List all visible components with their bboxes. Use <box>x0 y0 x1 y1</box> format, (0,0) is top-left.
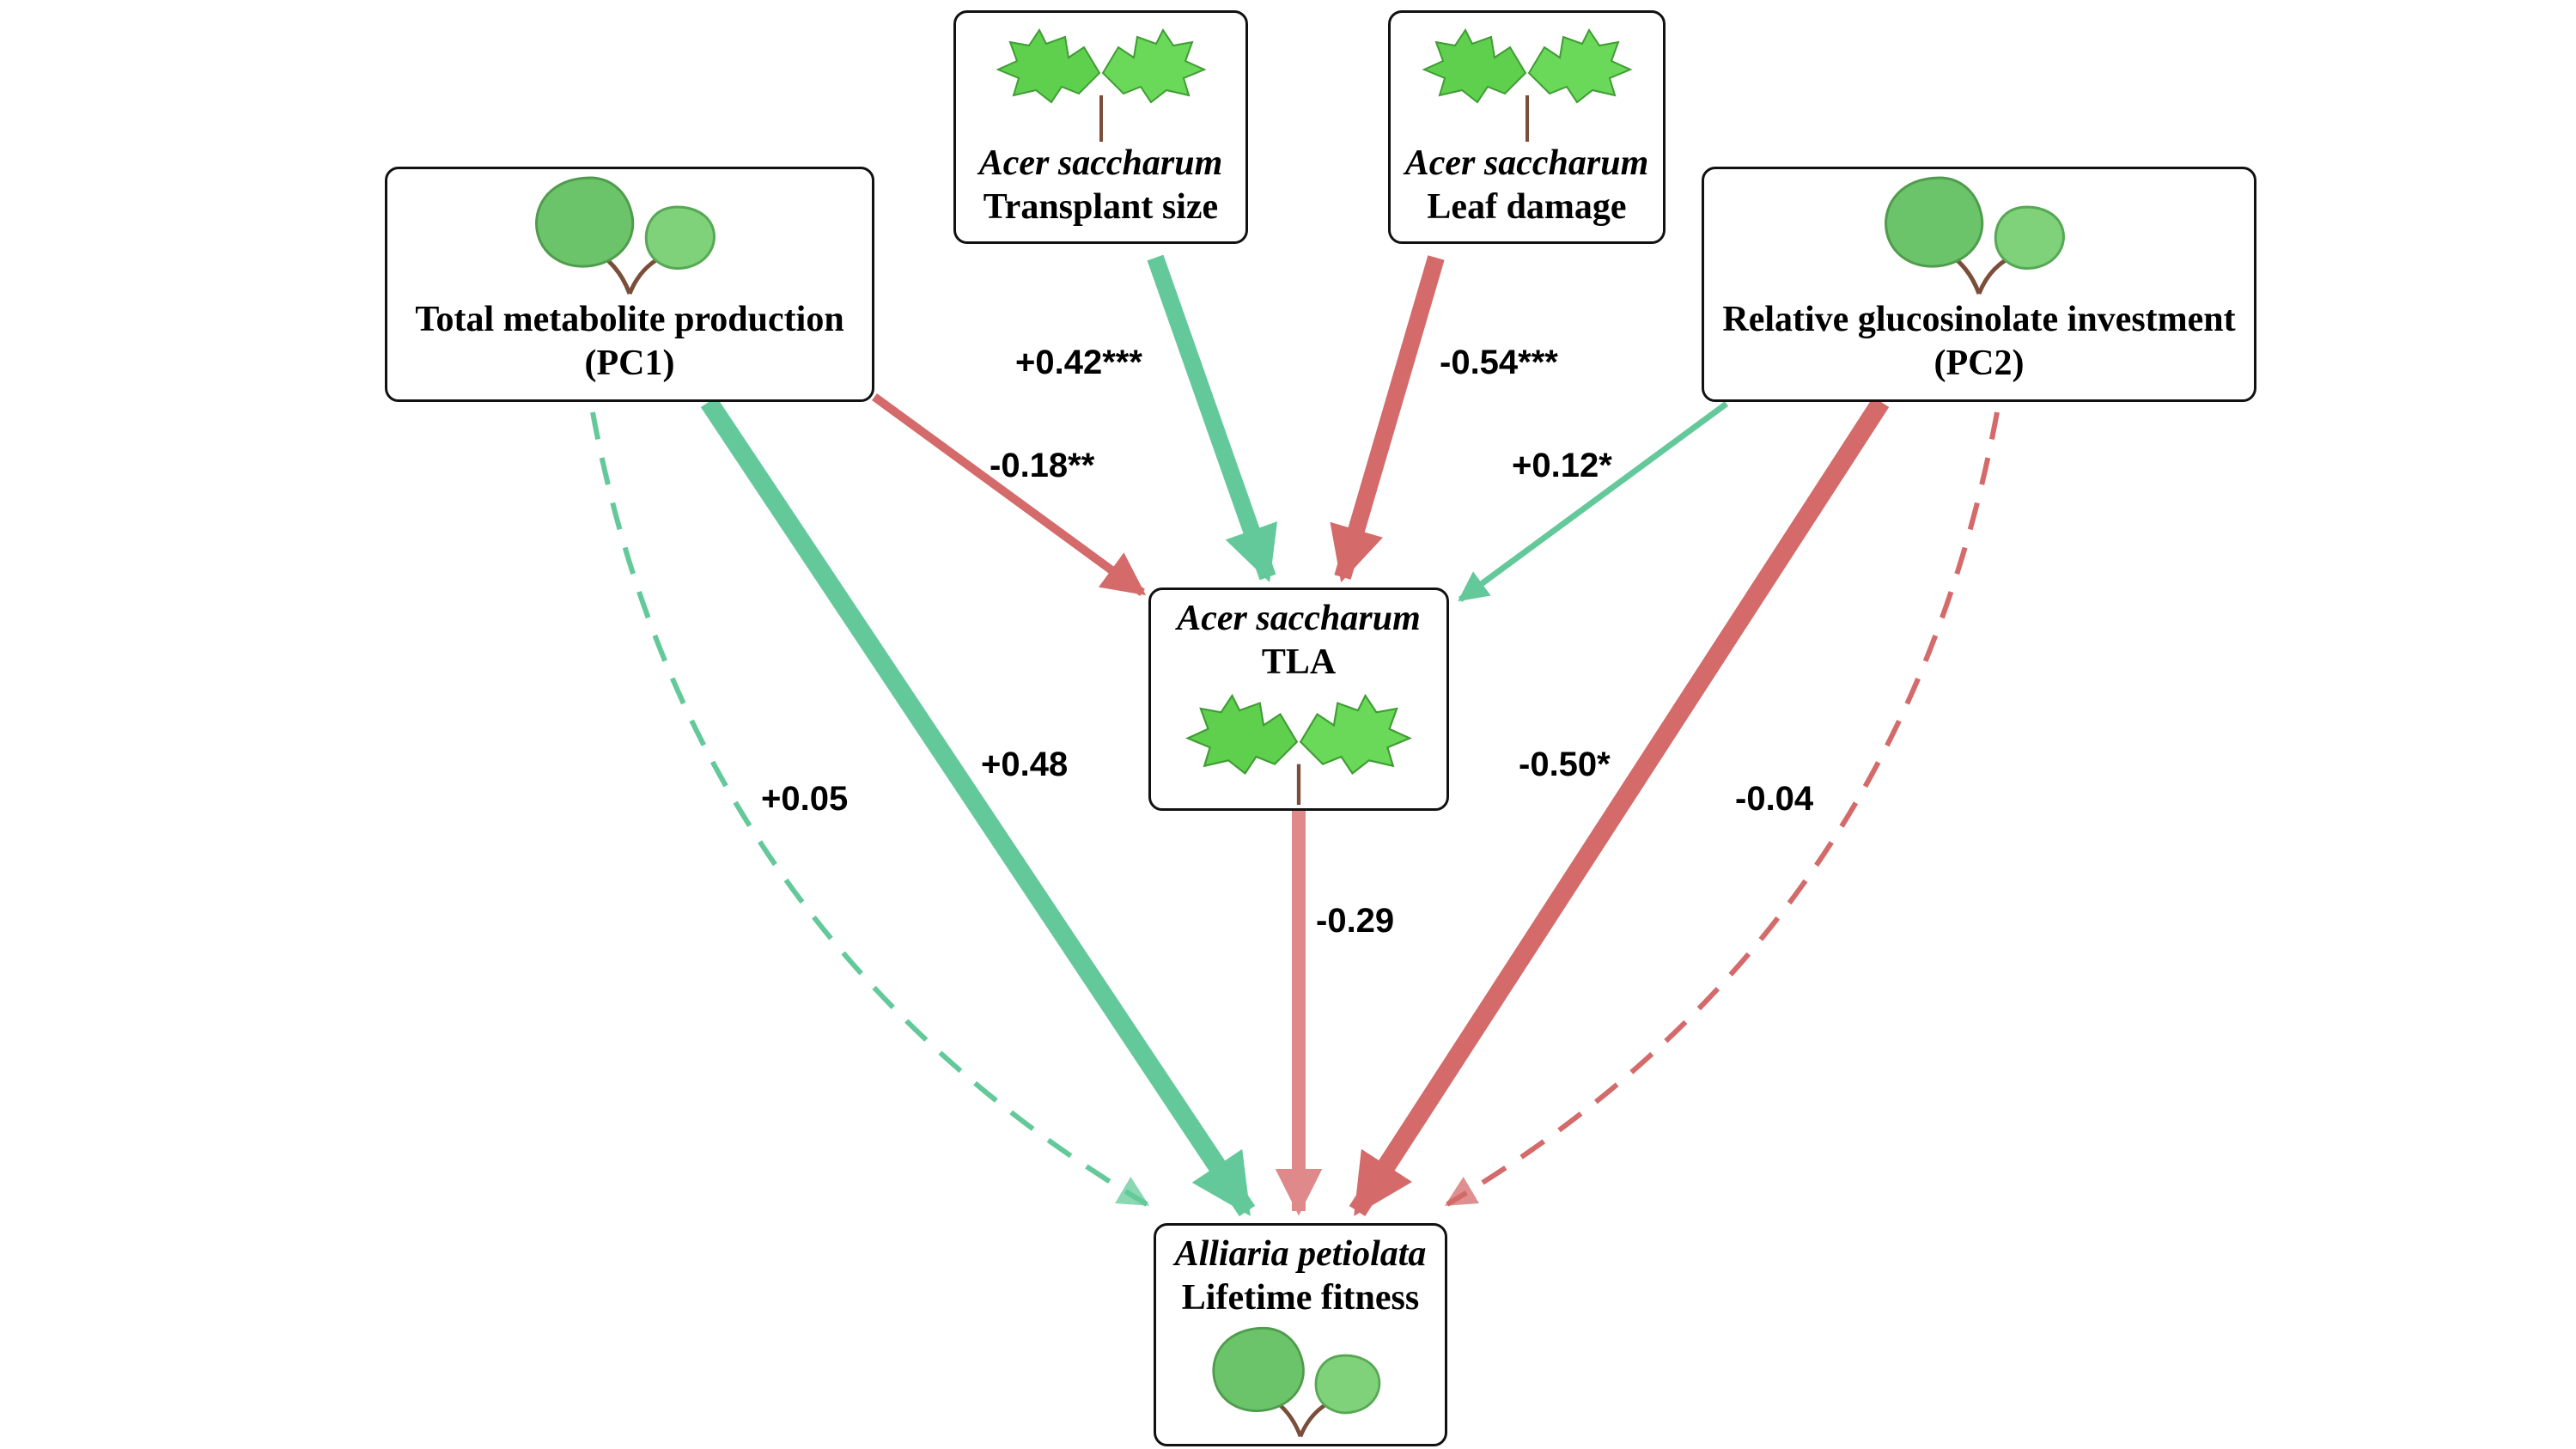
node-label: Leaf damage <box>1427 187 1627 228</box>
edge-label-rgi-fit: -0.50* <box>1519 746 1611 783</box>
garlic-mustard-leaves-icon <box>1885 176 2065 295</box>
edge-label-tms-tla: -0.18** <box>990 447 1095 484</box>
node-species: Acer saccharum <box>1404 143 1649 183</box>
node-acer-leaf-damage: Acer saccharum Leaf damage <box>1388 10 1666 244</box>
node-label: Relative glucosinolate investment <box>1722 300 2236 339</box>
sugar-maple-seedling-icon <box>1421 28 1633 142</box>
node-acer-tla: Acer saccharum TLA <box>1148 588 1449 811</box>
edge-label-rgi-tla: +0.12* <box>1512 447 1612 484</box>
garlic-mustard-leaves-icon <box>1212 1327 1381 1438</box>
node-sublabel: (PC1) <box>584 344 675 384</box>
edge-rgi-tla <box>1458 401 1729 602</box>
garlic-mustard-leaves-icon <box>535 176 716 295</box>
node-acer-transplant-size: Acer saccharum Transplant size <box>953 10 1248 244</box>
edge-rgi-fit <box>1349 397 1890 1216</box>
node-label: TLA <box>1261 642 1337 683</box>
edge-label-tla-fit: -0.29 <box>1316 902 1395 940</box>
edge-ld-tla <box>1330 255 1445 583</box>
node-label: Total metabolite production <box>415 300 844 339</box>
edge-tms-fit-dashed <box>590 411 1150 1207</box>
edge-tms-tla <box>872 393 1147 597</box>
sugar-maple-seedling-icon <box>995 28 1207 142</box>
edge-ts-tla <box>1147 254 1278 583</box>
node-species: Acer saccharum <box>978 143 1223 183</box>
edge-label-tms-fit: +0.48 <box>981 746 1069 783</box>
node-species: Alliaria petiolata <box>1174 1234 1427 1274</box>
node-sublabel: (PC2) <box>1934 344 2025 384</box>
node-species: Acer saccharum <box>1177 599 1421 638</box>
node-relative-glucosinolate-investment: Relative glucosinolate investment (PC2) <box>1702 167 2256 402</box>
edge-tms-fit <box>700 396 1256 1217</box>
edge-label-tms-fit-dashed: +0.05 <box>761 780 849 818</box>
node-label: Lifetime fitness <box>1181 1278 1420 1318</box>
node-alliaria-lifetime-fitness: Alliaria petiolata Lifetime fitness <box>1154 1223 1447 1446</box>
edge-label-ts-tla: +0.42*** <box>1015 344 1142 381</box>
node-total-metabolite-production: Total metabolite production (PC1) <box>385 167 874 402</box>
node-label: Transplant size <box>983 187 1219 228</box>
sugar-maple-seedling-icon <box>1185 694 1412 806</box>
edge-rgi-fit-dashed <box>1444 411 2000 1207</box>
edge-label-rgi-fit-dashed: -0.04 <box>1735 780 1814 818</box>
edge-label-ld-tla: -0.54*** <box>1440 344 1558 381</box>
